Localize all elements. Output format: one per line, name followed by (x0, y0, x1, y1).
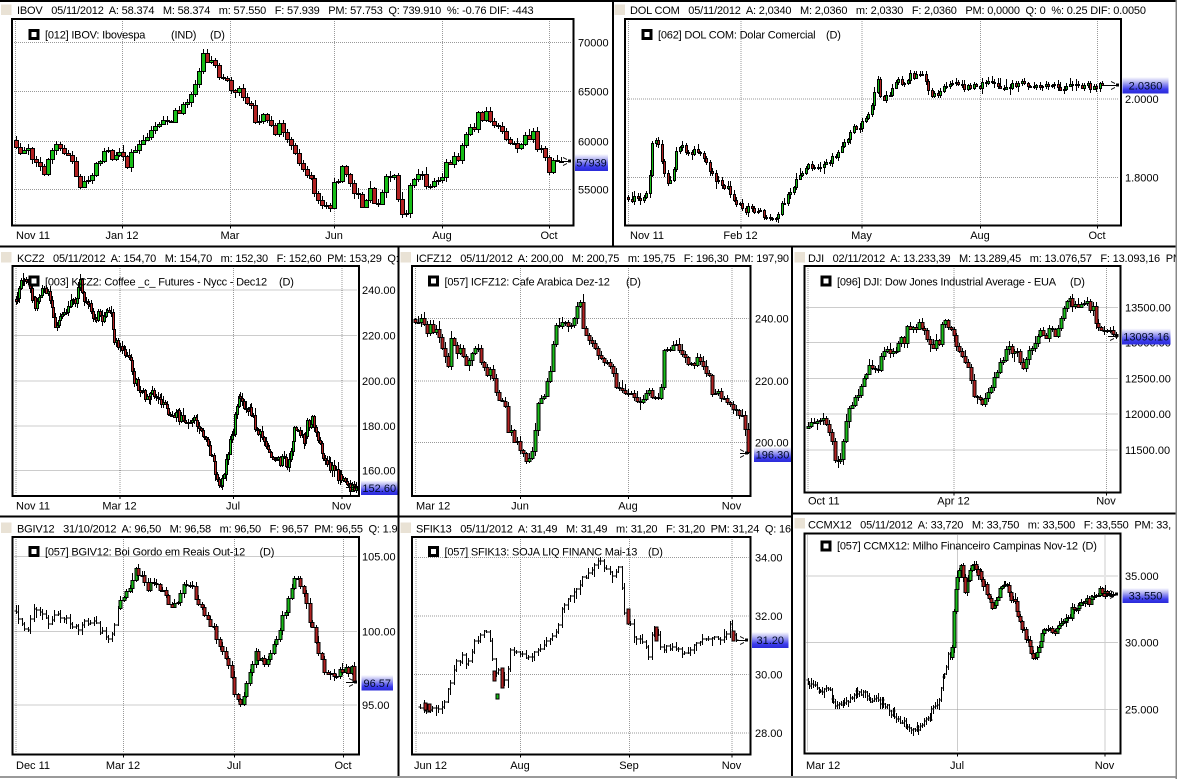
svg-text:Mar: Mar (221, 230, 240, 242)
svg-text:BGIV12 31/10/2012 A: 96,50: BGIV12 31/10/2012 A: 96,50 M: 96,58 m: 9… (17, 524, 398, 536)
svg-text:Aug: Aug (618, 501, 638, 513)
svg-text:240.00: 240.00 (362, 285, 396, 297)
svg-text:105.00: 105.00 (362, 552, 396, 564)
svg-text:Jun: Jun (511, 501, 529, 513)
svg-text:(D): (D) (826, 30, 841, 42)
svg-text:Feb 12: Feb 12 (723, 230, 757, 242)
svg-text:[057] CCMX12: Milho Financeiro: [057] CCMX12: Milho Financeiro Campinas … (837, 541, 1078, 553)
svg-text:30.00: 30.00 (755, 670, 783, 682)
svg-text:DJI 02/11/2012 A: 13.233,39: DJI 02/11/2012 A: 13.233,39 M: 13.289,45… (808, 253, 1177, 265)
svg-text:13093.16: 13093.16 (1123, 332, 1169, 344)
svg-text:DOL COM 05/11/2012 A: 2,034: DOL COM 05/11/2012 A: 2,0340 M: 2,0360 m… (630, 5, 1146, 17)
svg-text:[003] KCZ2: Coffee _c_ Futures: [003] KCZ2: Coffee _c_ Futures - Nycc - … (45, 277, 267, 289)
svg-text:70000: 70000 (578, 38, 609, 50)
svg-text:SFIK13 05/11/2012 A: 31,49: SFIK13 05/11/2012 A: 31,49 M: 31,49 m: 3… (416, 524, 791, 536)
svg-text:Aug: Aug (432, 230, 452, 242)
svg-text:Oct 11: Oct 11 (808, 496, 840, 508)
svg-text:Nov 11: Nov 11 (630, 230, 664, 242)
svg-text:12500.00: 12500.00 (1125, 374, 1171, 386)
svg-text:152.60: 152.60 (362, 483, 396, 495)
svg-text:Nov: Nov (722, 760, 742, 772)
svg-text:Jun: Jun (325, 230, 343, 242)
svg-text:Aug: Aug (970, 230, 990, 242)
svg-text:Sep: Sep (619, 760, 639, 772)
svg-text:Oct: Oct (1088, 230, 1105, 242)
svg-text:1.8000: 1.8000 (1125, 173, 1159, 185)
svg-text:(D): (D) (260, 547, 275, 559)
svg-text:96.57: 96.57 (363, 678, 391, 690)
svg-text:Mar 12: Mar 12 (106, 760, 140, 772)
svg-text:25.000: 25.000 (1125, 705, 1159, 717)
svg-text:11500.00: 11500.00 (1125, 445, 1170, 457)
svg-text:65000: 65000 (578, 87, 609, 99)
svg-text:2.0360: 2.0360 (1129, 80, 1163, 92)
svg-text:Jul: Jul (227, 760, 241, 772)
svg-text:(D): (D) (626, 277, 641, 289)
svg-text:Nov: Nov (332, 501, 352, 513)
svg-text:(D): (D) (1082, 541, 1097, 553)
svg-text:(D): (D) (210, 30, 225, 42)
svg-text:Jul: Jul (226, 501, 240, 513)
svg-text:May: May (851, 230, 872, 242)
svg-text:200.00: 200.00 (755, 438, 789, 450)
svg-text:CCMX12 05/11/2012 A: 33,720: CCMX12 05/11/2012 A: 33,720 M: 33,750 m:… (808, 520, 1171, 532)
svg-text:12000.00: 12000.00 (1125, 409, 1171, 421)
svg-text:ICFZ12 05/11/2012 A: 200,00: ICFZ12 05/11/2012 A: 200,00 M: 200,75 m:… (416, 253, 789, 265)
svg-text:(D): (D) (1070, 277, 1085, 289)
svg-text:160.00: 160.00 (362, 466, 396, 478)
svg-text:Mar 12: Mar 12 (416, 501, 450, 513)
svg-text:KCZ2 05/11/2012 A: 154,70: KCZ2 05/11/2012 A: 154,70 M: 154,70 m: 1… (17, 253, 399, 265)
svg-text:100.00: 100.00 (362, 627, 396, 639)
svg-text:57939: 57939 (576, 158, 607, 170)
svg-text:220.00: 220.00 (362, 331, 396, 343)
svg-text:Aug: Aug (510, 760, 530, 772)
svg-text:Jan 12: Jan 12 (105, 230, 138, 242)
svg-text:Nov: Nov (722, 501, 742, 513)
svg-text:200.00: 200.00 (362, 376, 396, 388)
svg-text:196.30: 196.30 (756, 450, 790, 462)
svg-text:60000: 60000 (578, 137, 609, 149)
svg-text:Dec 11: Dec 11 (16, 760, 50, 772)
svg-text:IBOV 05/11/2012 A: 58.374: IBOV 05/11/2012 A: 58.374 M: 58.374 m: 5… (17, 5, 534, 17)
svg-text:55000: 55000 (578, 185, 609, 197)
svg-text:Apr 12: Apr 12 (937, 496, 969, 508)
svg-text:Oct: Oct (540, 230, 557, 242)
svg-text:240.00: 240.00 (755, 314, 789, 326)
svg-text:Nov 11: Nov 11 (16, 501, 50, 513)
svg-text:Nov: Nov (1095, 760, 1115, 772)
svg-text:(D): (D) (279, 277, 294, 289)
svg-text:Mar 12: Mar 12 (102, 501, 136, 513)
svg-text:34.00: 34.00 (755, 553, 783, 565)
svg-text:31.20: 31.20 (756, 635, 784, 647)
svg-text:Jun 12: Jun 12 (414, 760, 447, 772)
svg-text:2.0000: 2.0000 (1125, 94, 1159, 106)
svg-text:30.000: 30.000 (1125, 638, 1159, 650)
svg-text:Nov: Nov (1096, 496, 1116, 508)
svg-text:180.00: 180.00 (362, 421, 396, 433)
svg-text:(D): (D) (648, 547, 663, 559)
svg-text:[062] DOL COM: Dolar Comercial: [062] DOL COM: Dolar Comercial (658, 30, 815, 42)
svg-text:13500.00: 13500.00 (1125, 303, 1171, 315)
svg-text:[012] IBOV: Ibovespa: [012] IBOV: Ibovespa (45, 30, 146, 42)
svg-text:33.550: 33.550 (1129, 591, 1163, 603)
svg-text:95.00: 95.00 (362, 700, 390, 712)
svg-text:[096] DJI: Dow Jones Industria: [096] DJI: Dow Jones Industrial Average … (837, 277, 1057, 289)
svg-text:Oct: Oct (334, 760, 351, 772)
svg-text:Jul: Jul (950, 760, 964, 772)
svg-text:[057] ICFZ12: Cafe Arabica Dez: [057] ICFZ12: Cafe Arabica Dez-12 (445, 277, 610, 289)
svg-text:(IND): (IND) (171, 30, 196, 42)
svg-text:Nov 11: Nov 11 (16, 230, 50, 242)
svg-text:28.00: 28.00 (755, 728, 783, 740)
svg-text:35.000: 35.000 (1125, 571, 1159, 583)
svg-text:220.00: 220.00 (755, 376, 789, 388)
svg-text:[057] SFIK13: SOJA LIQ FINANC: [057] SFIK13: SOJA LIQ FINANC Mai-13 (445, 547, 638, 559)
svg-text:32.00: 32.00 (755, 611, 783, 623)
svg-text:Mar 12: Mar 12 (806, 760, 840, 772)
svg-text:[057] BGIV12: Boi Gordo em Rea: [057] BGIV12: Boi Gordo em Reais Out-12 (45, 547, 245, 559)
